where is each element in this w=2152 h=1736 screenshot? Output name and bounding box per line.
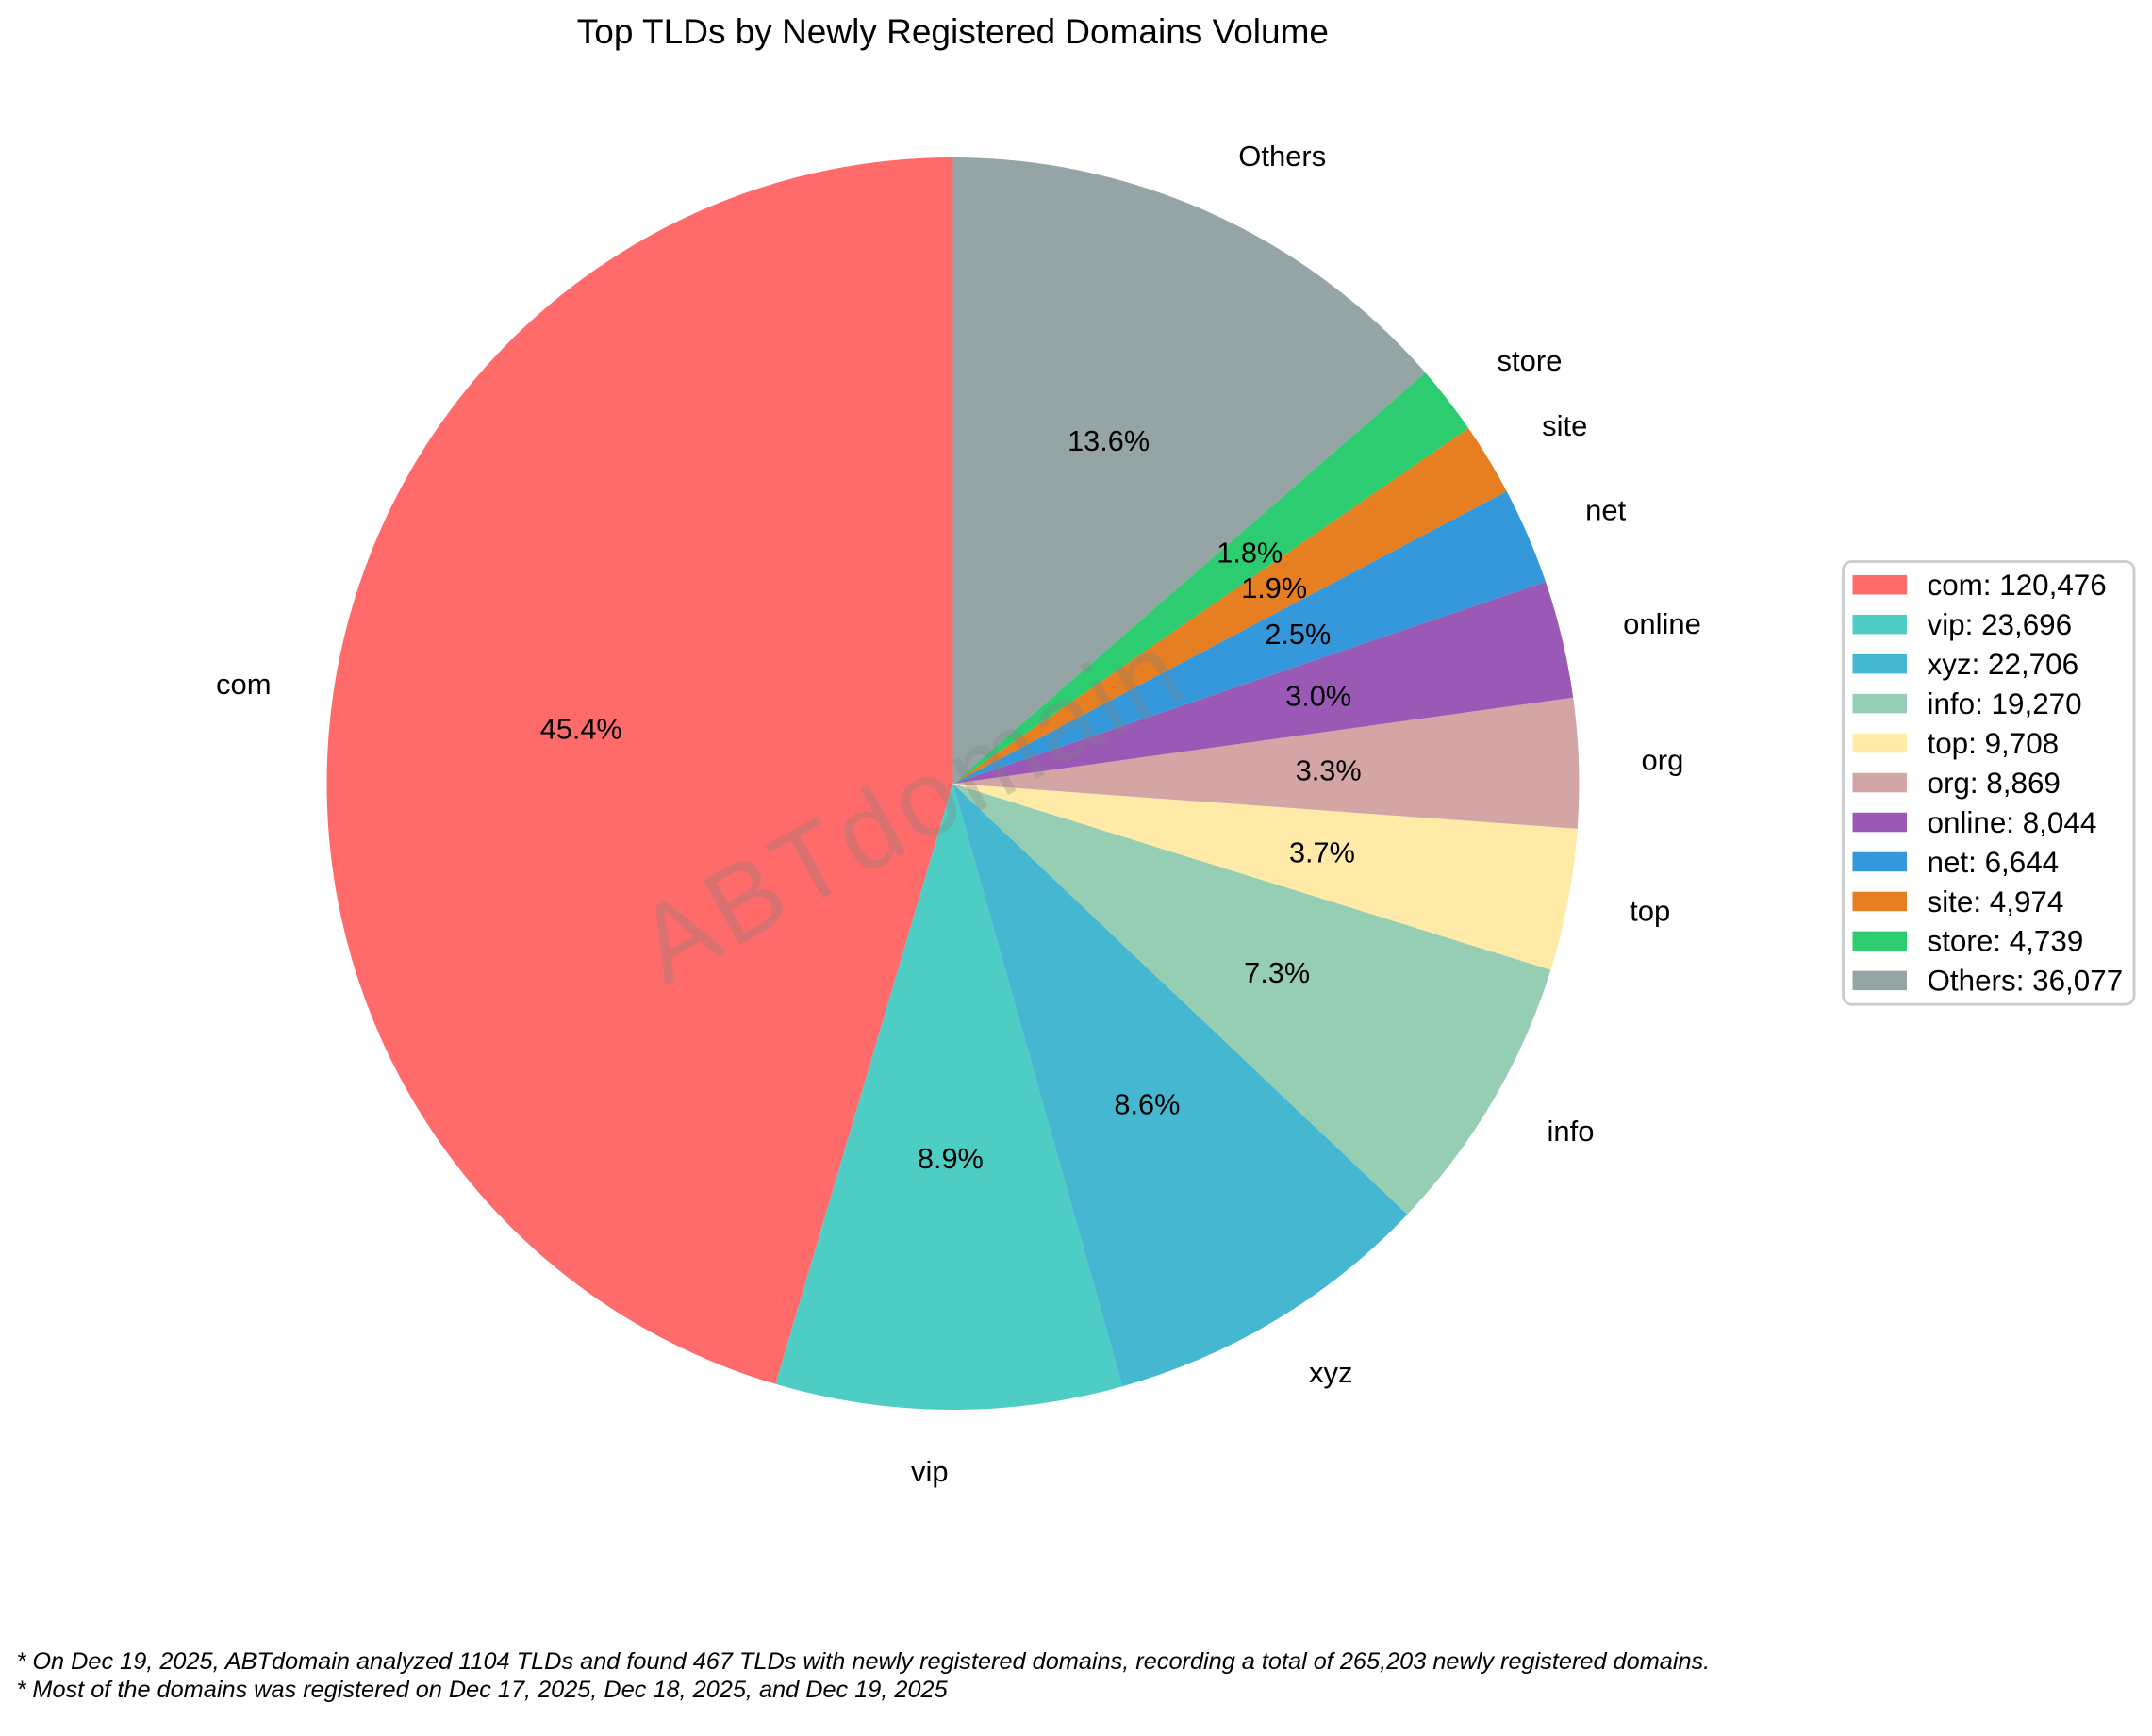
svg-text:site: site [1542,409,1587,442]
svg-text:info: 19,270: info: 19,270 [1928,687,2082,720]
svg-text:store: 4,739: store: 4,739 [1928,925,2084,958]
svg-text:3.0%: 3.0% [1285,680,1351,713]
svg-text:net: 6,644: net: 6,644 [1928,846,2060,879]
svg-text:top: top [1630,895,1670,928]
svg-text:Others: 36,077: Others: 36,077 [1928,965,2124,998]
svg-text:org: org [1642,744,1684,777]
svg-text:org: 8,869: org: 8,869 [1928,767,2061,800]
svg-text:8.6%: 8.6% [1114,1088,1180,1121]
svg-text:xyz: 22,706: xyz: 22,706 [1928,648,2079,681]
svg-text:top: 9,708: top: 9,708 [1928,727,2060,760]
svg-text:45.4%: 45.4% [540,713,622,746]
svg-text:vip: 23,696: vip: 23,696 [1928,608,2073,641]
svg-text:online: online [1623,607,1701,640]
svg-text:13.6%: 13.6% [1068,424,1150,457]
svg-text:1.8%: 1.8% [1217,536,1283,569]
svg-text:1.9%: 1.9% [1241,571,1307,604]
svg-text:* On Dec 19, 2025, ABTdomain a: * On Dec 19, 2025, ABTdomain analyzed 11… [17,1648,1711,1675]
svg-text:Top TLDs by Newly Registered D: Top TLDs by Newly Registered Domains Vol… [577,12,1329,51]
svg-text:8.9%: 8.9% [918,1142,984,1175]
svg-text:2.5%: 2.5% [1265,618,1331,651]
svg-text:3.3%: 3.3% [1296,754,1362,787]
svg-text:vip: vip [911,1455,949,1488]
svg-text:7.3%: 7.3% [1244,956,1310,989]
svg-text:3.7%: 3.7% [1289,836,1355,869]
svg-text:info: info [1548,1115,1595,1148]
svg-text:site: 4,974: site: 4,974 [1928,885,2064,918]
svg-text:com: com [216,668,272,701]
svg-text:xyz: xyz [1309,1356,1353,1389]
svg-text:store: store [1498,344,1563,377]
svg-text:net: net [1585,493,1626,526]
svg-text:online: 8,044: online: 8,044 [1928,806,2097,839]
svg-text:com: 120,476: com: 120,476 [1928,569,2107,602]
svg-text:Others: Others [1238,140,1326,173]
svg-text:* Most of the domains was regi: * Most of the domains was registered on … [17,1677,949,1703]
